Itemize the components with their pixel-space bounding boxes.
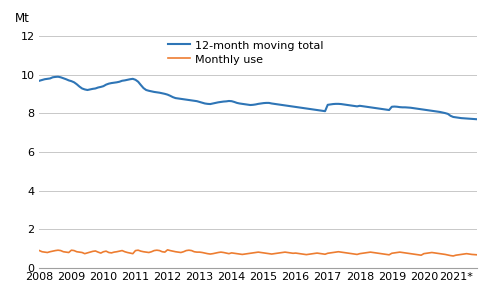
- Monthly use: [79, 251, 85, 254]
- 12-month moving total: [474, 117, 480, 121]
- Monthly use: [199, 251, 205, 254]
- Line: 12-month moving total: 12-month moving total: [39, 77, 477, 119]
- Text: Mt: Mt: [15, 12, 30, 25]
- Monthly use: [164, 248, 170, 252]
- 12-month moving total: [336, 102, 341, 106]
- Monthly use: [36, 249, 42, 252]
- 12-month moving total: [199, 101, 205, 105]
- 12-month moving total: [50, 75, 56, 79]
- 12-month moving total: [378, 107, 384, 111]
- Line: Monthly use: Monthly use: [39, 250, 477, 256]
- 12-month moving total: [90, 87, 96, 91]
- 12-month moving total: [36, 79, 42, 83]
- Monthly use: [450, 254, 456, 258]
- Monthly use: [474, 253, 480, 257]
- Legend: 12-month moving total, Monthly use: 12-month moving total, Monthly use: [167, 40, 324, 65]
- Monthly use: [378, 252, 384, 255]
- Monthly use: [50, 249, 56, 253]
- 12-month moving total: [55, 75, 61, 78]
- Monthly use: [336, 250, 341, 254]
- Monthly use: [87, 250, 93, 254]
- 12-month moving total: [82, 88, 88, 91]
